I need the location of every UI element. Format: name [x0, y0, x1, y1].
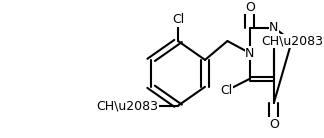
Text: CH\u2083: CH\u2083: [96, 99, 158, 112]
Text: Cl: Cl: [172, 13, 184, 26]
Text: O: O: [269, 118, 279, 131]
Text: O: O: [245, 1, 255, 14]
Text: O: O: [146, 99, 156, 112]
Text: N: N: [245, 47, 255, 60]
Text: N: N: [269, 21, 279, 34]
Text: Cl: Cl: [220, 84, 232, 97]
Text: CH\u2083: CH\u2083: [261, 34, 323, 47]
